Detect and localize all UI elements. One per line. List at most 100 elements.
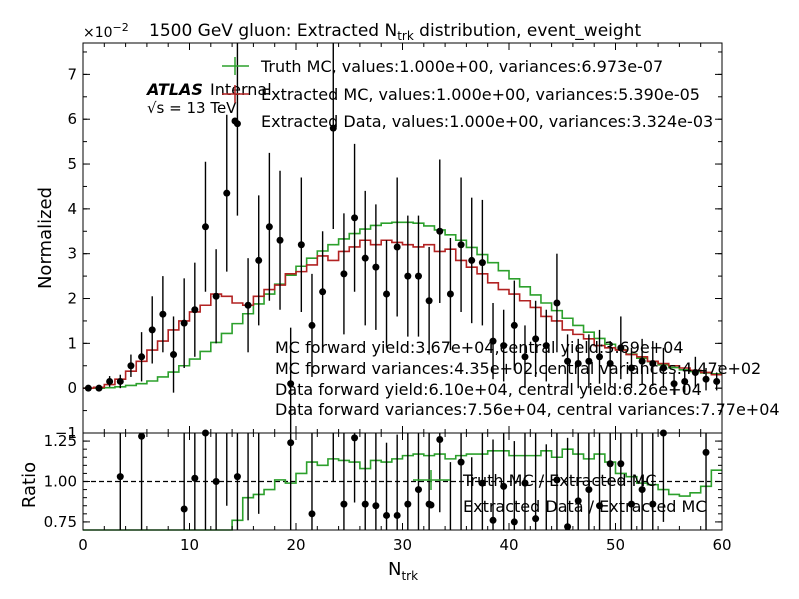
series-extracted-data-point xyxy=(596,353,604,361)
series-extracted-data-extracted-mc-point xyxy=(489,516,497,524)
series-extracted-data-extracted-mc-point xyxy=(404,500,412,508)
y-tick-label: 7 xyxy=(67,65,77,83)
series-extracted-data-point xyxy=(532,335,540,343)
series-extracted-data-point xyxy=(319,288,327,296)
series-extracted-data-point xyxy=(170,351,178,359)
series-extracted-data-extracted-mc-point xyxy=(553,476,561,484)
ratio-y-axis-label: Ratio xyxy=(19,462,40,508)
series-extracted-data-extracted-mc-point xyxy=(383,511,391,519)
atlas-label: ATLAS xyxy=(145,80,203,99)
series-extracted-data-extracted-mc-point xyxy=(180,505,188,513)
series-extracted-data-extracted-mc-point xyxy=(521,479,529,487)
series-extracted-data-extracted-mc-point xyxy=(414,486,422,494)
annotation-mc-yield: MC forward yield:3.67e+04,central yield:… xyxy=(275,338,684,357)
series-extracted-data-point xyxy=(713,377,721,385)
series-extracted-data-point xyxy=(564,357,572,365)
series-extracted-data-point xyxy=(681,377,689,385)
series-extracted-data-extracted-mc-point xyxy=(233,473,241,481)
series-extracted-data-point xyxy=(500,342,508,350)
series-extracted-data-point xyxy=(510,321,518,329)
series-extracted-data-point xyxy=(127,362,135,370)
series-extracted-data-point xyxy=(585,357,593,365)
series-extracted-data-point xyxy=(255,256,263,264)
annotation-data-yield: Data forward yield:6.10e+04, central yie… xyxy=(275,380,702,399)
series-extracted-data-point xyxy=(606,360,614,368)
series-extracted-data-point xyxy=(393,243,401,251)
series-extracted-data-point xyxy=(478,259,486,267)
series-extracted-data-point xyxy=(553,299,561,307)
series-extracted-data-extracted-mc-point xyxy=(627,500,635,508)
series-extracted-data-point xyxy=(351,214,359,222)
series-extracted-data-extracted-mc-point xyxy=(436,435,444,443)
y-tick-label: 1 xyxy=(67,334,77,352)
series-extracted-data-point xyxy=(340,270,348,278)
series-extracted-data-point xyxy=(159,310,167,318)
series-truth-mc-extracted-mc-step xyxy=(83,448,722,531)
series-extracted-data-extracted-mc-point xyxy=(500,482,508,490)
series-extracted-data-point xyxy=(489,337,497,345)
series-extracted-data-extracted-mc-point xyxy=(340,500,348,508)
series-extracted-data-point xyxy=(361,254,369,262)
y-tick-label: 0.75 xyxy=(44,513,77,531)
series-extracted-data-extracted-mc-point xyxy=(361,500,369,508)
x-tick-label: 50 xyxy=(606,536,625,554)
series-extracted-data-extracted-mc-point xyxy=(138,432,146,440)
x-tick-label: 20 xyxy=(286,536,305,554)
series-extracted-data-point xyxy=(116,377,124,385)
series-extracted-data-point xyxy=(372,263,380,271)
energy-label: √s = 13 TeV xyxy=(147,99,237,117)
ratio-legend-data-marker xyxy=(427,501,435,509)
series-extracted-data-extracted-mc-point xyxy=(702,448,710,456)
series-extracted-data-extracted-mc-point xyxy=(393,511,401,519)
series-extracted-data-point xyxy=(244,301,252,309)
series-extracted-data-point xyxy=(404,272,412,280)
y-tick-label: 1.25 xyxy=(44,432,77,450)
y-tick-label: 3 xyxy=(67,245,77,263)
ratio-plot-panel: 0.75 1.00 1.25 0 10 20 30 40 50 60 xyxy=(44,429,732,554)
main-y-axis-label: Normalized xyxy=(35,187,56,289)
series-extracted-data-point xyxy=(212,292,220,300)
series-extracted-data-point xyxy=(287,380,295,388)
series-extracted-data-point xyxy=(180,319,188,327)
main-legend: Truth MC, values:1.000e+00, variances:6.… xyxy=(222,57,713,131)
x-tick-label: 60 xyxy=(712,536,731,554)
series-extracted-data-point xyxy=(457,241,465,249)
series-extracted-data-point xyxy=(702,375,710,383)
series-extracted-data-point xyxy=(521,353,529,361)
y-tick-label: 1.00 xyxy=(44,473,77,491)
x-tick-label: 0 xyxy=(78,536,88,554)
series-extracted-data-extracted-mc-point xyxy=(617,460,625,468)
x-tick-label: 40 xyxy=(499,536,518,554)
series-extracted-data-extracted-mc-point xyxy=(532,515,540,523)
series-extracted-data-point xyxy=(138,353,146,361)
yield-annotations: MC forward yield:3.67e+04,central yield:… xyxy=(275,338,780,419)
series-extracted-data-point xyxy=(659,364,667,372)
y-exponent-label: ×10−2 xyxy=(83,21,129,41)
series-extracted-data-extracted-mc-point xyxy=(287,439,295,447)
series-extracted-data-point xyxy=(468,256,476,264)
series-extracted-data-point xyxy=(446,290,454,298)
series-extracted-data-extracted-mc-point xyxy=(510,518,518,526)
ratio-legend-data-label: Extracted Data / Extracted MC xyxy=(463,497,707,516)
series-extracted-data-point xyxy=(425,297,433,305)
series-extracted-data-point xyxy=(691,368,699,376)
series-extracted-data-point xyxy=(297,241,305,249)
series-extracted-data-point xyxy=(542,342,550,350)
x-axis-label: Ntrk xyxy=(388,559,418,583)
series-extracted-data-point xyxy=(617,344,625,352)
series-extracted-data-extracted-mc-point xyxy=(212,478,220,485)
series-extracted-data-extracted-mc-point xyxy=(372,502,380,510)
series-extracted-data-point xyxy=(383,290,391,298)
annotation-mc-variances: MC forward variances:4.35e+02,central va… xyxy=(275,359,761,378)
series-extracted-data-point xyxy=(201,223,209,231)
series-extracted-data-extracted-mc-point xyxy=(308,510,316,518)
series-extracted-data-extracted-mc-point xyxy=(606,460,614,468)
y-tick-label: 5 xyxy=(67,155,77,173)
series-extracted-data-point xyxy=(106,377,114,385)
series-extracted-data-point xyxy=(627,364,635,372)
series-extracted-data-point xyxy=(95,384,103,392)
y-tick-label: −1 xyxy=(55,424,77,442)
series-extracted-data-point xyxy=(649,360,657,368)
series-extracted-data-point xyxy=(414,272,422,280)
